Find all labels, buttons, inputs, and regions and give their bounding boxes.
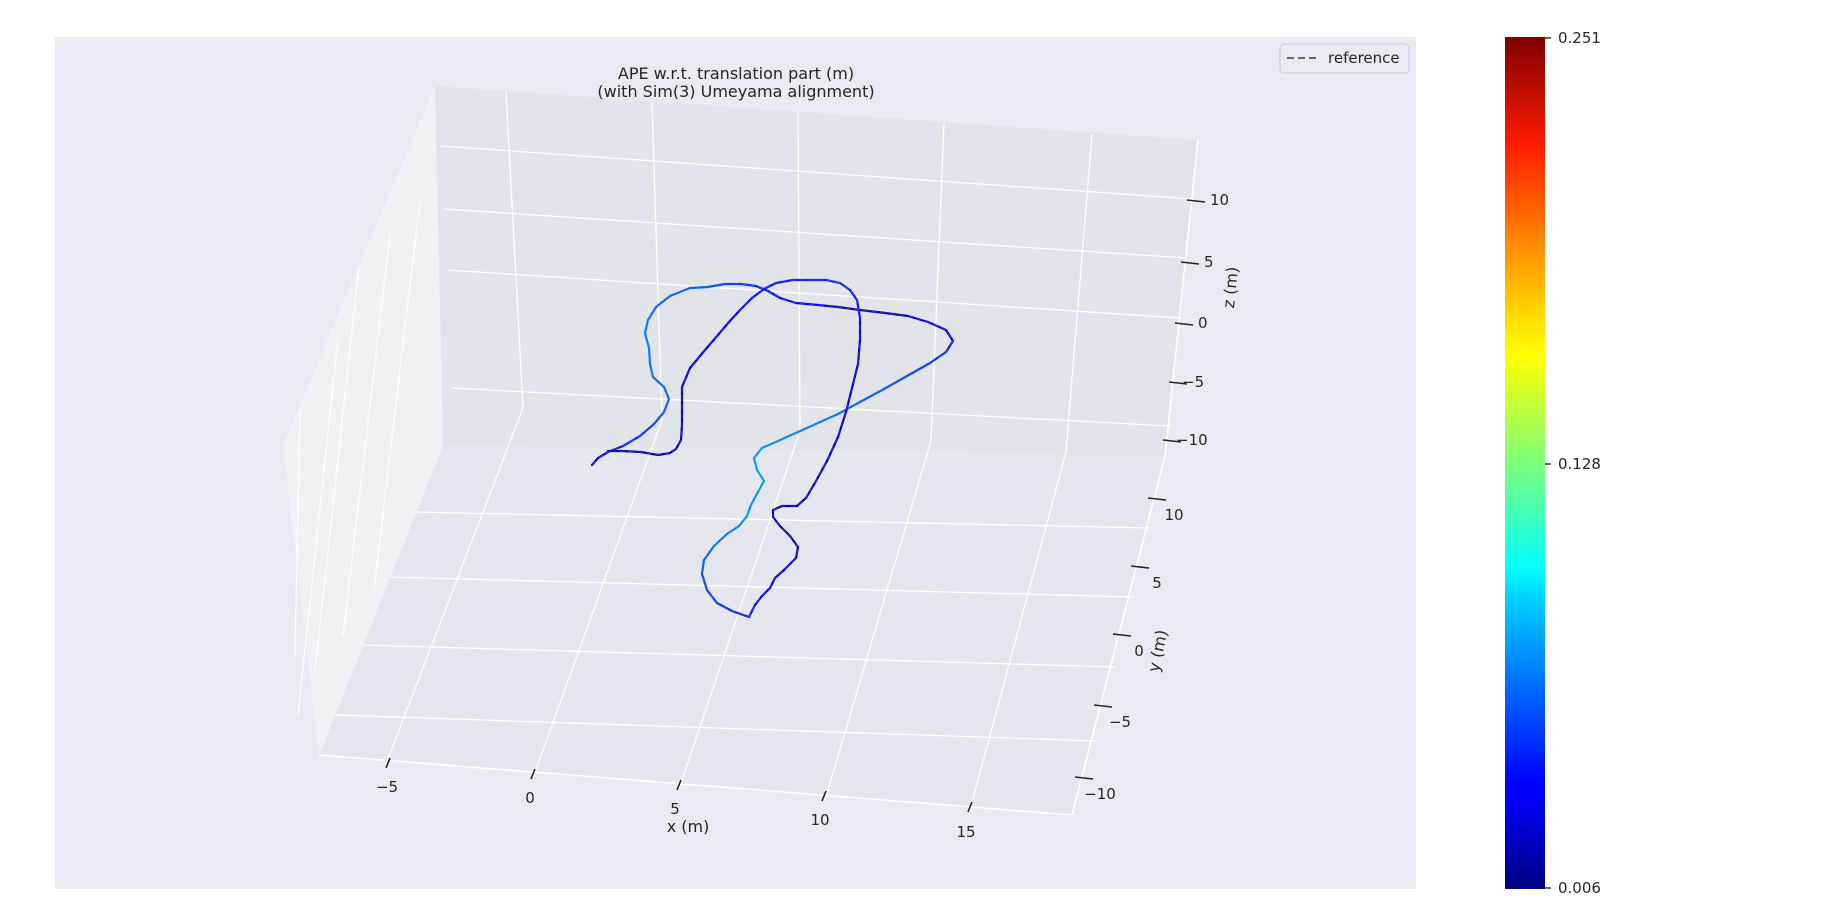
grid-lines [294,91,1194,811]
x-tick-label: 0 [525,789,535,807]
x-tick-label: 15 [956,823,975,841]
y-tick-label: 10 [1164,506,1183,524]
trajectory-plot [590,278,955,619]
z-axis-label: z (m) [1219,266,1242,309]
axes-panes [283,86,1198,815]
colorbar-ticks [1545,37,1551,889]
z-tick-label: 5 [1204,253,1214,271]
y-tick-label: 0 [1134,642,1144,660]
y-tick-label: 5 [1152,574,1162,592]
z-tick-label: 0 [1198,314,1208,332]
legend-box [1279,43,1410,74]
x-tick-label: 10 [810,811,829,829]
floor-pane [319,445,1165,815]
colorbar: 0.251 0.128 0.006 [1505,29,1601,897]
chart-subtitle: (with Sim(3) Umeyama alignment) [597,82,874,101]
colorbar-tick-label: 0.128 [1558,455,1601,473]
z-axis-ticks [1162,199,1206,443]
chart-title: APE w.r.t. translation part (m) [618,64,854,83]
x-axis-ticks [385,757,973,813]
colorbar-tick-label: 0.006 [1558,879,1601,897]
legend-label: reference [1328,49,1400,67]
trajectory-segment [850,362,860,390]
reference-trajectory [591,279,954,618]
x-tick-label: −5 [376,778,398,796]
y-tick-label: −10 [1084,785,1116,803]
y-axis-ticks [1074,497,1167,780]
legend: reference [1279,43,1410,74]
colorbar-gradient [1505,37,1545,889]
x-axis-label: x (m) [667,817,710,836]
z-tick-label: 10 [1210,191,1229,209]
colorbar-tick-label: 0.251 [1558,29,1601,47]
y-tick-label: −5 [1109,713,1131,731]
z-tick-label: −10 [1176,431,1208,449]
x-tick-label: 5 [670,800,680,818]
side-pane [283,86,443,755]
z-tick-label: −5 [1182,373,1204,391]
back-pane [435,86,1198,456]
axis-edges [318,139,1199,816]
